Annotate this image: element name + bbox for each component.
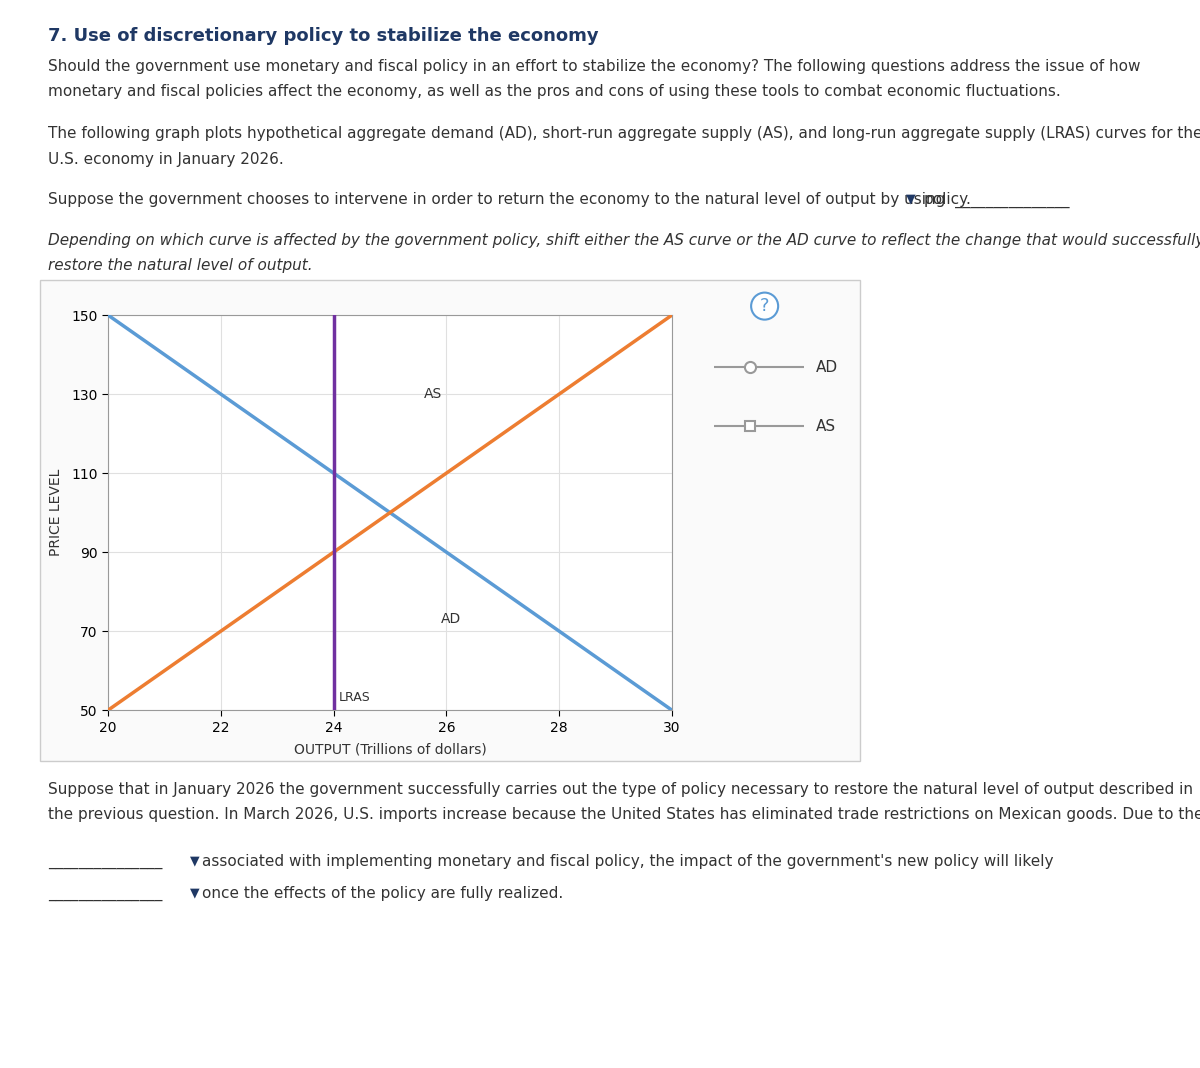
Text: The following graph plots hypothetical aggregate demand (AD), short-run aggregat: The following graph plots hypothetical a… [48, 126, 1200, 141]
Text: ?: ? [760, 297, 769, 315]
Text: ▼: ▼ [190, 854, 199, 867]
Text: Suppose that in January 2026 the government successfully carries out the type of: Suppose that in January 2026 the governm… [48, 782, 1193, 797]
X-axis label: OUTPUT (Trillions of dollars): OUTPUT (Trillions of dollars) [294, 743, 486, 757]
Text: AS: AS [424, 387, 442, 402]
Text: once the effects of the policy are fully realized.: once the effects of the policy are fully… [202, 886, 563, 901]
Text: Suppose the government chooses to intervene in order to return the economy to th: Suppose the government chooses to interv… [48, 192, 1069, 208]
Text: restore the natural level of output.: restore the natural level of output. [48, 258, 313, 273]
Text: AS: AS [816, 419, 836, 434]
Text: AD: AD [440, 612, 461, 626]
Text: Should the government use monetary and fiscal policy in an effort to stabilize t: Should the government use monetary and f… [48, 59, 1140, 74]
Text: 7. Use of discretionary policy to stabilize the economy: 7. Use of discretionary policy to stabil… [48, 27, 599, 45]
Text: ▼: ▼ [190, 886, 199, 899]
Text: Depending on which curve is affected by the government policy, shift either the : Depending on which curve is affected by … [48, 233, 1200, 248]
Text: policy.: policy. [924, 192, 972, 207]
Text: monetary and fiscal policies affect the economy, as well as the pros and cons of: monetary and fiscal policies affect the … [48, 84, 1061, 99]
Text: AD: AD [816, 360, 838, 375]
Text: associated with implementing monetary and fiscal policy, the impact of the gover: associated with implementing monetary an… [202, 854, 1054, 869]
FancyBboxPatch shape [40, 280, 860, 761]
Text: the previous question. In March 2026, U.S. imports increase because the United S: the previous question. In March 2026, U.… [48, 807, 1200, 822]
Text: _______________: _______________ [48, 886, 162, 901]
Text: _______________: _______________ [48, 854, 162, 869]
Text: U.S. economy in January 2026.: U.S. economy in January 2026. [48, 152, 283, 167]
Text: LRAS: LRAS [340, 691, 371, 704]
Y-axis label: PRICE LEVEL: PRICE LEVEL [49, 469, 62, 556]
Text: ▼: ▼ [906, 192, 916, 205]
